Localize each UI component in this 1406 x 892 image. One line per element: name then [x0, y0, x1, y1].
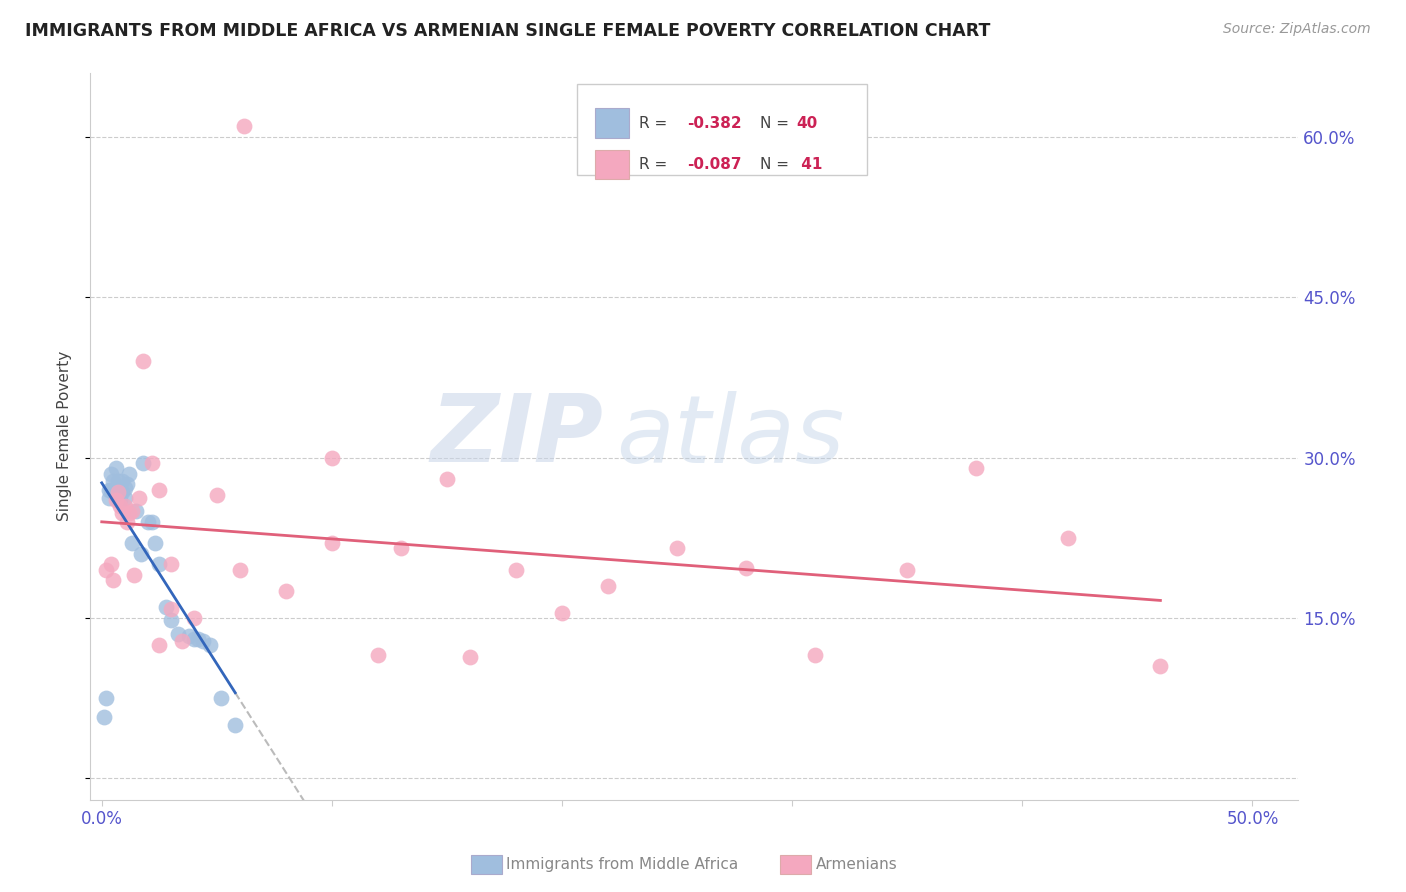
Point — [136, 515, 159, 529]
Point — [143, 536, 166, 550]
Point — [209, 691, 232, 706]
Point — [97, 491, 120, 506]
Point — [804, 648, 827, 663]
Point — [1057, 531, 1080, 545]
Point — [172, 634, 194, 648]
Point — [114, 491, 136, 506]
Point — [132, 354, 155, 368]
Point — [108, 483, 131, 497]
Point — [121, 536, 143, 550]
Point — [321, 450, 343, 465]
Point — [96, 563, 118, 577]
Point — [224, 717, 246, 731]
Point — [148, 638, 170, 652]
Point — [111, 474, 134, 488]
Text: Immigrants from Middle Africa: Immigrants from Middle Africa — [506, 857, 738, 871]
Point — [458, 650, 481, 665]
Point — [148, 483, 170, 497]
Point — [100, 483, 122, 497]
Text: Armenians: Armenians — [815, 857, 897, 871]
Point — [321, 536, 343, 550]
Point — [121, 504, 143, 518]
Point — [104, 493, 127, 508]
Point — [108, 493, 131, 508]
Point — [551, 606, 574, 620]
Bar — [595, 109, 628, 137]
Point — [205, 488, 228, 502]
Point — [198, 638, 221, 652]
Text: N =: N = — [759, 116, 793, 130]
Bar — [595, 150, 628, 179]
Text: IMMIGRANTS FROM MIDDLE AFRICA VS ARMENIAN SINGLE FEMALE POVERTY CORRELATION CHAR: IMMIGRANTS FROM MIDDLE AFRICA VS ARMENIA… — [25, 22, 991, 40]
Point — [505, 563, 527, 577]
Point — [233, 120, 256, 134]
Point — [735, 560, 758, 574]
Point — [183, 632, 205, 647]
Point — [155, 600, 177, 615]
Point — [187, 632, 209, 647]
Text: N =: N = — [759, 157, 793, 172]
Point — [107, 493, 129, 508]
Point — [115, 477, 138, 491]
Point — [229, 563, 252, 577]
Point — [104, 481, 127, 495]
Point — [115, 515, 138, 529]
Text: R =: R = — [638, 157, 672, 172]
Point — [159, 558, 181, 572]
Point — [129, 547, 152, 561]
Point — [122, 568, 145, 582]
Text: R =: R = — [638, 116, 672, 130]
Point — [666, 541, 689, 556]
Point — [107, 488, 129, 502]
Point — [191, 634, 214, 648]
Text: ZIP: ZIP — [430, 391, 603, 483]
Point — [104, 461, 127, 475]
Point — [103, 574, 125, 588]
Point — [141, 515, 163, 529]
Point — [111, 484, 134, 499]
Point — [100, 558, 122, 572]
Point — [896, 563, 918, 577]
Point — [183, 611, 205, 625]
Point — [148, 558, 170, 572]
Y-axis label: Single Female Poverty: Single Female Poverty — [58, 351, 72, 522]
Point — [125, 504, 148, 518]
Point — [1149, 659, 1171, 673]
Text: atlas: atlas — [616, 391, 844, 482]
Point — [118, 506, 141, 520]
Text: 40: 40 — [796, 116, 817, 130]
Point — [93, 710, 115, 724]
Point — [128, 491, 150, 506]
Point — [114, 499, 136, 513]
Point — [132, 456, 155, 470]
Point — [107, 474, 129, 488]
Point — [436, 472, 458, 486]
Text: Source: ZipAtlas.com: Source: ZipAtlas.com — [1223, 22, 1371, 37]
FancyBboxPatch shape — [576, 84, 868, 175]
Point — [179, 629, 201, 643]
Point — [367, 648, 389, 663]
Point — [159, 602, 181, 616]
Point — [108, 499, 131, 513]
Text: 41: 41 — [796, 157, 823, 172]
Point — [118, 467, 141, 481]
Point — [103, 474, 125, 488]
Point — [97, 483, 120, 497]
Point — [111, 506, 134, 520]
Point — [159, 613, 181, 627]
Point — [596, 579, 619, 593]
Point — [965, 461, 987, 475]
Text: -0.087: -0.087 — [688, 157, 741, 172]
Point — [274, 584, 297, 599]
Point — [103, 484, 125, 499]
Point — [100, 467, 122, 481]
Text: -0.382: -0.382 — [688, 116, 742, 130]
Point — [389, 541, 412, 556]
Point — [104, 484, 127, 499]
Point — [166, 627, 188, 641]
Point — [141, 456, 163, 470]
Point — [107, 484, 129, 499]
Point — [114, 481, 136, 495]
Point — [96, 691, 118, 706]
